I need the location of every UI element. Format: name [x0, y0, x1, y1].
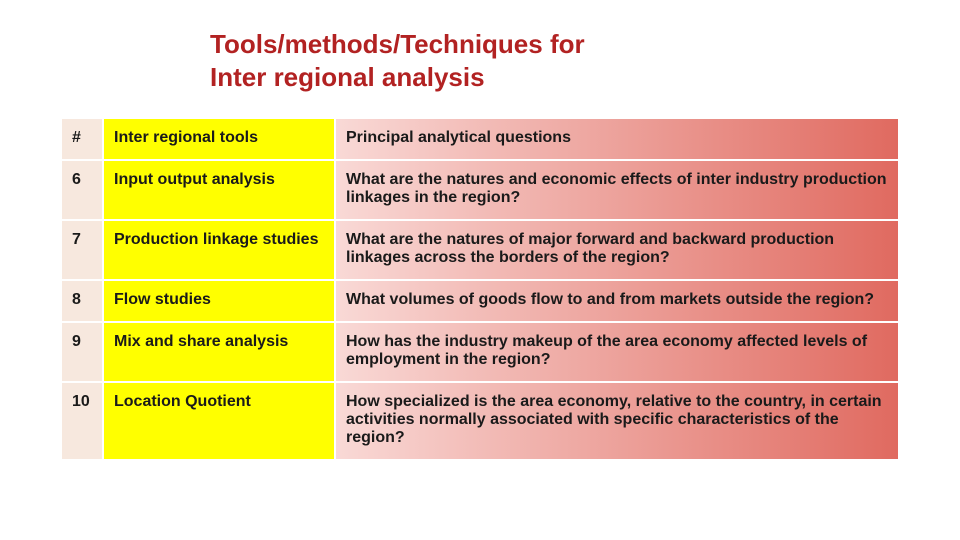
table-row: 10 Location Quotient How specialized is … [62, 383, 898, 459]
header-question: Principal analytical questions [336, 119, 898, 159]
header-num: # [62, 119, 102, 159]
cell-tool: Location Quotient [104, 383, 334, 459]
table-row: 9 Mix and share analysis How has the ind… [62, 323, 898, 381]
header-tool: Inter regional tools [104, 119, 334, 159]
cell-tool: Mix and share analysis [104, 323, 334, 381]
title-line-1: Tools/methods/Techniques for [210, 29, 585, 59]
cell-tool: Input output analysis [104, 161, 334, 219]
table-row: 8 Flow studies What volumes of goods flo… [62, 281, 898, 321]
cell-num: 6 [62, 161, 102, 219]
slide-title: Tools/methods/Techniques for Inter regio… [210, 28, 900, 93]
slide: Tools/methods/Techniques for Inter regio… [0, 0, 960, 540]
cell-num: 9 [62, 323, 102, 381]
cell-question: How has the industry makeup of the area … [336, 323, 898, 381]
cell-num: 8 [62, 281, 102, 321]
cell-question: What are the natures and economic effect… [336, 161, 898, 219]
cell-question: How specialized is the area economy, rel… [336, 383, 898, 459]
cell-num: 7 [62, 221, 102, 279]
table-row: 7 Production linkage studies What are th… [62, 221, 898, 279]
table-header-row: # Inter regional tools Principal analyti… [62, 119, 898, 159]
cell-question: What volumes of goods flow to and from m… [336, 281, 898, 321]
tools-table: # Inter regional tools Principal analyti… [60, 117, 900, 461]
table-row: 6 Input output analysis What are the nat… [62, 161, 898, 219]
cell-tool: Flow studies [104, 281, 334, 321]
cell-question: What are the natures of major forward an… [336, 221, 898, 279]
cell-tool: Production linkage studies [104, 221, 334, 279]
cell-num: 10 [62, 383, 102, 459]
title-line-2: Inter regional analysis [210, 62, 485, 92]
